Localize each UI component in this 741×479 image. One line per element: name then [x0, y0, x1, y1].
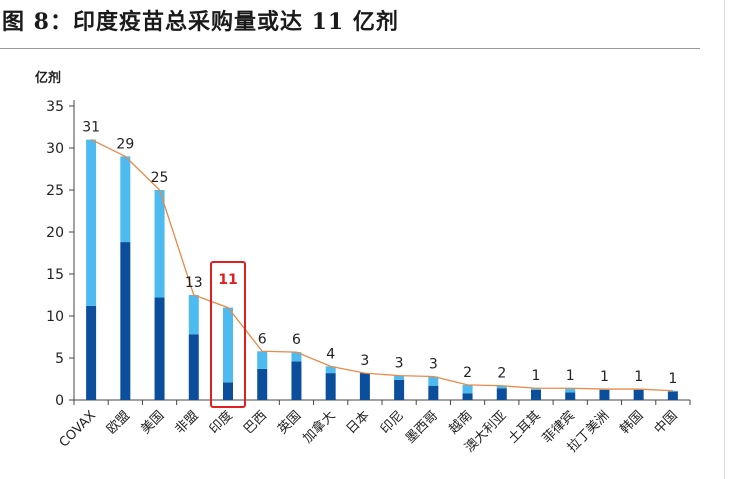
category-label: 欧盟	[104, 408, 133, 437]
highlight-box	[210, 261, 246, 408]
bar-segment-light	[394, 375, 405, 380]
bar-segment-dark	[496, 388, 507, 400]
category-label: 中国	[652, 408, 681, 437]
bar-segment-light	[120, 156, 131, 243]
category-label: 韩国	[617, 408, 646, 437]
category-label: 印尼	[378, 408, 407, 437]
value-label: 29	[116, 136, 134, 152]
category-label: 墨西哥	[403, 408, 441, 446]
y-tick-label: 20	[46, 225, 64, 241]
y-tick-label: 10	[46, 309, 64, 325]
value-label: 31	[82, 120, 100, 136]
bar-segment-light	[531, 388, 541, 390]
bar-segment-dark	[599, 389, 610, 400]
value-label: 1	[600, 369, 609, 385]
value-label: 4	[326, 346, 335, 362]
y-tick-label: 30	[46, 141, 64, 157]
bar-segment-dark	[633, 389, 644, 400]
bar-segment-dark	[291, 361, 302, 400]
bar-segment-dark	[428, 385, 439, 400]
page-edge-line	[724, 0, 725, 479]
value-label: 2	[497, 366, 506, 382]
bar-segment-dark	[257, 368, 268, 400]
value-label: 1	[634, 369, 643, 385]
category-label: 巴西	[241, 408, 270, 437]
value-label: 3	[395, 356, 404, 372]
bar-segment-light	[188, 295, 199, 335]
bar-segment-light	[257, 351, 268, 369]
y-tick-label: 5	[55, 351, 64, 367]
bar-segment-light	[86, 139, 97, 306]
value-label: 1	[668, 371, 677, 387]
value-label: 11	[218, 272, 237, 288]
bar-segment-light	[496, 385, 507, 389]
value-label: 3	[360, 353, 369, 369]
bars	[86, 139, 678, 400]
bar-segment-light	[223, 307, 233, 383]
y-tick-label: 25	[46, 183, 64, 199]
value-label: 25	[151, 170, 169, 186]
category-label: 印度	[206, 408, 236, 438]
bar-segment-light	[667, 390, 678, 392]
chart-title: 图 8：印度疫苗总采购量或达 11 亿剂	[2, 9, 399, 35]
bar-segment-light	[462, 384, 473, 394]
category-label: 土耳其	[506, 408, 544, 446]
category-label: 日本	[344, 408, 373, 437]
y-tick-label: 0	[55, 393, 64, 409]
bar-segment-dark	[667, 391, 678, 400]
bar-segment-light	[565, 388, 576, 393]
category-label: COVAX	[57, 408, 99, 450]
bar-segment-dark	[154, 297, 165, 400]
bar-segment-dark	[359, 373, 370, 400]
value-label: 2	[463, 365, 472, 381]
category-label: 美国	[138, 408, 167, 437]
bar-segment-light	[428, 376, 439, 386]
value-label: 3	[429, 356, 438, 372]
bar-segment-dark	[565, 392, 576, 400]
total-trend-line	[90, 139, 673, 392]
title-divider	[0, 48, 700, 49]
value-label: 6	[292, 332, 301, 348]
value-label: 1	[532, 368, 541, 384]
y-axis-unit-label: 亿剂	[35, 70, 61, 86]
bar-segment-dark	[325, 373, 336, 400]
category-label: 非盟	[173, 408, 202, 437]
y-tick-label: 15	[46, 267, 64, 283]
category-label: 加拿大	[300, 408, 339, 447]
bar-segment-dark	[223, 382, 233, 400]
value-label: 13	[185, 275, 203, 291]
bar-segment-dark	[394, 379, 405, 400]
value-label: 6	[258, 331, 267, 347]
y-tick-label: 35	[46, 99, 64, 115]
trend-line	[90, 139, 673, 408]
category-label: 英国	[275, 408, 304, 437]
bar-segment-light	[154, 190, 165, 298]
axes: 亿剂 0 5 10 15 20 25 30 35	[35, 70, 691, 409]
value-label: 1	[566, 368, 575, 384]
bar-segment-dark	[462, 393, 473, 400]
bar-segment-light	[291, 352, 302, 362]
bar-segment-dark	[86, 305, 97, 400]
category-label: 越南	[446, 408, 476, 438]
bar-segment-dark	[188, 334, 199, 400]
bar-segment-dark	[531, 389, 541, 400]
bar-segment-dark	[120, 242, 131, 400]
bar-segment-light	[325, 366, 336, 374]
